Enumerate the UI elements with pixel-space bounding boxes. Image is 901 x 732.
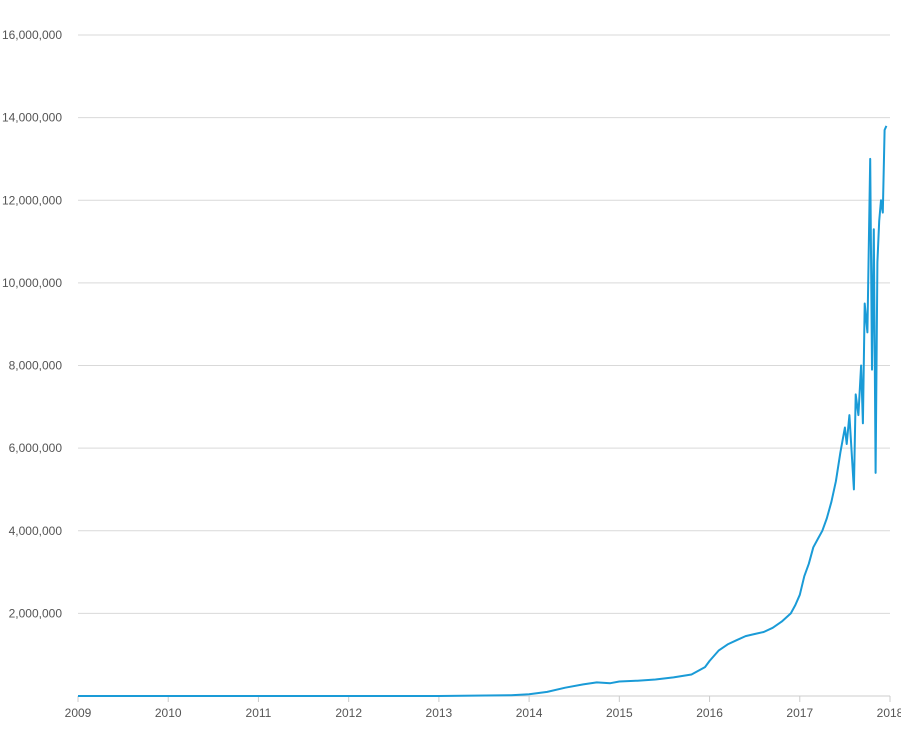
x-tick-label: 2012 bbox=[335, 706, 362, 720]
x-tick-label: 2014 bbox=[516, 706, 543, 720]
y-tick-label: 2,000,000 bbox=[9, 606, 63, 620]
x-tick-label: 2018 bbox=[877, 706, 901, 720]
y-tick-label: 14,000,000 bbox=[2, 111, 62, 125]
x-tick-label: 2017 bbox=[786, 706, 813, 720]
x-tick-label: 2010 bbox=[155, 706, 182, 720]
y-tick-label: 16,000,000 bbox=[2, 28, 62, 42]
gridlines bbox=[78, 34, 890, 614]
y-tick-label: 8,000,000 bbox=[9, 359, 63, 373]
x-tick-label: 2015 bbox=[606, 706, 633, 720]
series-group bbox=[78, 125, 888, 697]
y-tick-label: 4,000,000 bbox=[9, 524, 63, 538]
tick-labels: 2,000,000 4,000,000 6,000,000 8,000,000 10,0… bbox=[2, 28, 901, 720]
x-tick-label: 2013 bbox=[426, 706, 453, 720]
y-tick-label: 6,000,000 bbox=[9, 441, 63, 455]
x-tick-label: 2011 bbox=[246, 706, 272, 720]
series-line bbox=[78, 125, 888, 697]
y-tick-label: 10,000,000 bbox=[2, 276, 62, 290]
y-tick-label: 12,000,000 bbox=[2, 193, 62, 207]
x-tick-label: 2009 bbox=[65, 706, 92, 720]
x-tick-label: 2016 bbox=[696, 706, 723, 720]
